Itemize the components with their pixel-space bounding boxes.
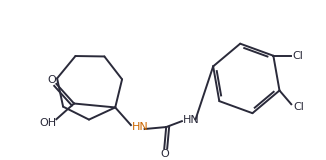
Text: O: O (161, 149, 170, 160)
Text: HN: HN (183, 115, 200, 125)
Text: Cl: Cl (292, 51, 303, 61)
Text: HN: HN (132, 122, 149, 132)
Text: Cl: Cl (293, 102, 304, 112)
Text: OH: OH (39, 118, 56, 128)
Text: O: O (47, 75, 56, 85)
